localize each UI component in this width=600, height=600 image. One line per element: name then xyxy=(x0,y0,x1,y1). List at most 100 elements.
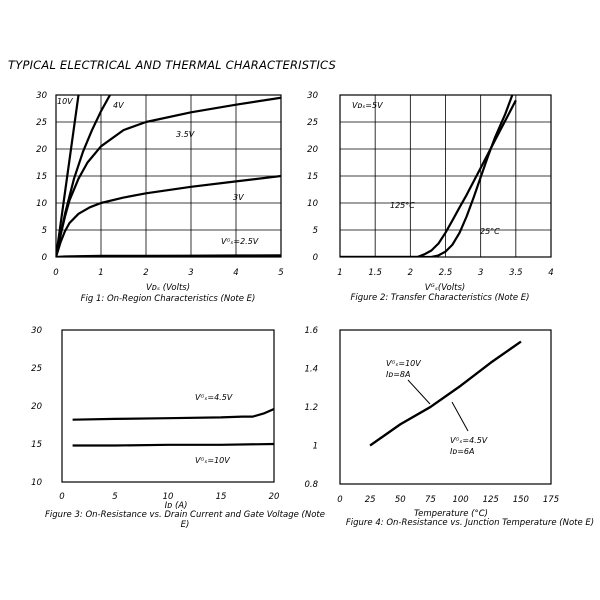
fig1-label-35v: 3.5V xyxy=(176,130,195,139)
fig1-y-tick-label-6: 30 xyxy=(36,91,47,101)
fig3-y-ticks: 10 15 20 25 30 xyxy=(31,326,42,488)
fig1-x-tick-label-2: 2 xyxy=(143,268,148,278)
fig4-y-tick-label-4: 1.6 xyxy=(304,326,318,336)
fig1-y-tick-label-0: 0 xyxy=(42,253,47,263)
fig2-caption: Figure 2: Transfer Characteristics (Note… xyxy=(351,293,530,303)
fig3-plot-frame xyxy=(61,329,275,483)
fig4-y-tick-label-0: 0.8 xyxy=(304,480,318,490)
fig3-label-10v: Vᴳₛ=10V xyxy=(195,456,230,465)
fig4-label-id8: Iᴅ=8A xyxy=(386,370,410,379)
fig2-x-tick-label-2: 2 xyxy=(408,268,413,278)
fig1-y-tick-label-2: 10 xyxy=(36,199,47,209)
fig2-series-line-1 xyxy=(340,95,514,257)
fig1-y-tick-label-4: 20 xyxy=(36,145,47,155)
fig3-y-tick-label-0: 10 xyxy=(31,478,42,488)
fig3-y-tick-label-3: 25 xyxy=(31,364,42,374)
fig2-x-tick-label-3: 2.5 xyxy=(439,268,453,278)
fig2-x-axis-label: Vᴳₛ(Volts) xyxy=(425,283,465,293)
fig1-label-10v: 10V xyxy=(57,97,73,106)
fig3-x-tick-label-3: 15 xyxy=(216,492,227,502)
fig2-y-tick-label-5: 25 xyxy=(307,118,318,128)
fig2-y-tick-label-6: 30 xyxy=(307,91,318,101)
fig3-series-line-0 xyxy=(72,407,274,421)
fig1-caption: Fig 1: On-Region Characteristics (Note E… xyxy=(81,294,256,304)
fig1-label-4v: 4V xyxy=(113,101,124,110)
fig4-label-vgs10: Vᴳₛ=10V xyxy=(386,359,421,368)
fig2-x-tick-label-5: 3.5 xyxy=(509,268,523,278)
fig1-x-tick-label-3: 3 xyxy=(188,268,193,278)
fig1-series-line-0 xyxy=(56,95,80,257)
fig2-x-tick-label-1: 1.5 xyxy=(368,268,382,278)
fig4-label-id6: Iᴅ=6A xyxy=(450,447,474,456)
fig1-y-tick-label-5: 25 xyxy=(36,118,47,128)
fig3-series-line-1 xyxy=(72,442,274,447)
fig2-y-tick-label-2: 10 xyxy=(307,199,318,209)
fig4-label-vgs45: Vᴳₛ=4.5V xyxy=(450,436,488,445)
fig1-label-25v: Vᴳₛ=2.5V xyxy=(221,237,259,246)
fig4-chart: 0 25 50 75 100 125 150 175 0.8 1 1.2 1.4 1.6 Vᴳₛ=10… xyxy=(304,326,595,528)
fig2-x-tick-label-0: 1 xyxy=(337,268,342,278)
fig3-y-tick-label-4: 30 xyxy=(31,326,42,336)
fig4-series-line-1 xyxy=(369,340,522,447)
fig2-series xyxy=(340,95,517,257)
fig2-grid xyxy=(340,95,551,257)
fig2-x-tick-label-6: 4 xyxy=(548,268,553,278)
fig3-caption-box: Figure 3: On-Resistance vs. Drain Curren… xyxy=(45,510,325,530)
fig4-x-tick-label-3: 75 xyxy=(425,495,436,505)
fig4-y-tick-label-1: 1 xyxy=(313,442,318,452)
fig1-y-ticks: 0 5 10 15 20 25 30 xyxy=(36,91,47,263)
fig4-leader-2 xyxy=(451,401,469,432)
fig2-y-tick-label-1: 5 xyxy=(313,226,318,236)
fig4-x-ticks: 0 25 50 75 100 125 150 175 xyxy=(337,495,559,505)
fig4-y-ticks: 0.8 1 1.2 1.4 1.6 xyxy=(304,326,318,490)
fig4-leader-1 xyxy=(407,379,431,405)
fig1-x-tick-label-5: 5 xyxy=(278,268,283,278)
fig2-label-125c: 125°C xyxy=(390,201,415,210)
fig1-grid xyxy=(56,95,281,257)
fig4-series xyxy=(369,340,522,447)
fig4-x-axis-label: Temperature (°C) xyxy=(414,509,488,519)
fig1-series-line-2 xyxy=(56,96,281,257)
fig4-x-tick-label-7: 175 xyxy=(543,495,559,505)
fig4-x-tick-label-2: 50 xyxy=(395,495,406,505)
fig1-series-line-4 xyxy=(56,254,281,257)
fig1-x-axis-label: Vᴅₛ (Volts) xyxy=(146,283,190,293)
fig3-x-tick-label-4: 20 xyxy=(269,492,280,502)
fig2-plot-frame xyxy=(339,94,552,258)
fig2-label-25c: 25°C xyxy=(480,227,500,236)
fig4-x-tick-label-1: 25 xyxy=(365,495,376,505)
fig1-x-tick-label-4: 4 xyxy=(233,268,238,278)
fig4-x-tick-label-0: 0 xyxy=(337,495,342,505)
fig4-caption: Figure 4: On-Resistance vs. Junction Tem… xyxy=(345,518,595,528)
fig4-y-tick-label-3: 1.4 xyxy=(304,365,318,375)
fig4-x-tick-label-5: 125 xyxy=(483,495,499,505)
fig1-series-line-3 xyxy=(56,174,281,257)
page-heading: TYPICAL ELECTRICAL AND THERMAL CHARACTER… xyxy=(8,58,336,72)
fig2-x-tick-label-4: 3 xyxy=(478,268,483,278)
fig4-y-tick-label-2: 1.2 xyxy=(304,403,318,413)
fig1-label-3v: 3V xyxy=(233,193,244,202)
fig3-y-tick-label-2: 20 xyxy=(31,402,42,412)
fig1-x-tick-label-1: 1 xyxy=(98,268,103,278)
fig4-caption-box: Figure 4: On-Resistance vs. Junction Tem… xyxy=(345,518,595,528)
fig2-y-tick-label-3: 15 xyxy=(307,172,318,182)
fig3-x-tick-label-0: 0 xyxy=(59,492,64,502)
fig4-x-tick-label-4: 100 xyxy=(452,495,468,505)
fig3-y-tick-label-1: 15 xyxy=(31,440,42,450)
fig3-x-axis-label: Iᴅ (A) xyxy=(165,501,188,511)
fig2-y-tick-label-0: 0 xyxy=(313,253,318,263)
fig1-y-tick-label-3: 15 xyxy=(36,172,47,182)
fig1-y-tick-label-1: 5 xyxy=(42,226,47,236)
fig3-x-ticks: 0 5 10 15 20 xyxy=(59,492,279,502)
fig3-label-45v: Vᴳₛ=4.5V xyxy=(195,393,233,402)
fig3-x-tick-label-2: 10 xyxy=(163,492,174,502)
fig1-series xyxy=(56,95,281,257)
fig3-caption: Figure 3: On-Resistance vs. Drain Curren… xyxy=(45,510,325,530)
fig3-series xyxy=(72,407,274,447)
fig3-x-tick-label-1: 5 xyxy=(112,492,117,502)
fig4-x-tick-label-6: 150 xyxy=(513,495,529,505)
fig2-y-ticks: 0 5 10 15 20 25 30 xyxy=(307,91,318,263)
fig2-x-ticks: 1 1.5 2 2.5 3 3.5 4 xyxy=(337,268,553,278)
fig4-plot-frame xyxy=(339,329,552,485)
